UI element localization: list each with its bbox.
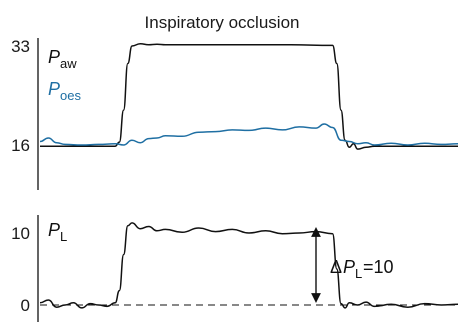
bottom-y-tick-labels: 0 10	[11, 224, 30, 315]
bottom-series-lines	[39, 222, 458, 309]
legend-poes-main: P	[48, 79, 60, 99]
legend-pl-main: P	[48, 220, 60, 240]
delta-sub: L	[355, 266, 362, 281]
y-tick-label: 0	[21, 296, 30, 315]
y-tick-label: 33	[11, 37, 30, 56]
legend-poes-sub: oes	[60, 88, 81, 103]
delta-suffix: =10	[363, 257, 394, 277]
top-series-lines	[39, 42, 458, 150]
delta-prefix: Δ	[330, 257, 342, 277]
series-line-p-aw	[40, 42, 458, 150]
y-tick-label: 16	[11, 136, 30, 155]
legend-paw-sub: aw	[60, 56, 77, 71]
series-line-p-oes	[39, 123, 458, 146]
delta-main: P	[343, 257, 355, 277]
legend-paw-main: P	[48, 47, 60, 67]
y-tick-label: 10	[11, 224, 30, 243]
chart-title: Inspiratory occlusion	[145, 13, 300, 32]
delta-pl-annotation: Δ P L =10	[330, 257, 394, 281]
legend-poes: P oes	[48, 79, 81, 103]
legend-paw: P aw	[48, 47, 77, 71]
legend-pl-sub: L	[60, 229, 67, 244]
bottom-panel: 0 10 P L Δ P L =10	[11, 215, 458, 322]
legend-pl: P L	[48, 220, 67, 244]
series-line-p-l	[39, 222, 458, 309]
